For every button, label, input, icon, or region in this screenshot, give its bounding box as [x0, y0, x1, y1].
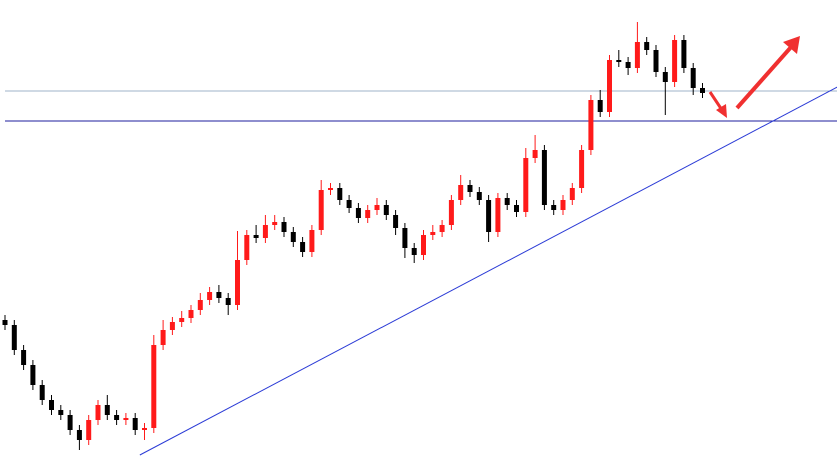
candle-body: [421, 235, 426, 255]
annotation-arrows: [708, 36, 800, 118]
candle-body: [86, 420, 92, 440]
candle-body: [188, 310, 194, 318]
candle-body: [104, 405, 110, 415]
candle-body: [30, 365, 36, 385]
candle-body: [160, 330, 166, 345]
candle-body: [616, 60, 622, 62]
candle-body: [690, 68, 696, 88]
candle-body: [569, 188, 575, 200]
candle-body: [300, 242, 306, 252]
candle-body: [504, 198, 510, 205]
candle-body: [58, 410, 64, 415]
candle-body: [393, 215, 399, 228]
candle-body: [207, 292, 213, 300]
candle-body: [179, 318, 185, 322]
candle-body: [21, 350, 27, 365]
candle-body: [700, 88, 705, 93]
candle-body: [541, 150, 547, 205]
candle-body: [328, 188, 333, 190]
candle-body: [2, 320, 8, 325]
arrow-head: [716, 104, 727, 118]
candle-body: [253, 235, 259, 238]
plot: [2, 22, 837, 456]
candle-body: [95, 405, 101, 420]
candle-body: [355, 208, 361, 218]
candle-body: [672, 40, 678, 82]
candle-body: [486, 200, 492, 232]
candle-body: [235, 260, 240, 305]
candle-body: [402, 228, 408, 248]
candle-body: [653, 50, 659, 72]
candle-body: [346, 200, 352, 208]
candle-body: [114, 415, 120, 420]
candle-body: [132, 418, 138, 430]
candle-body: [411, 248, 417, 255]
candle-body: [169, 322, 175, 330]
candle-body: [337, 188, 343, 200]
candle-body: [532, 150, 538, 158]
candle-body: [495, 198, 501, 232]
candle-body: [49, 400, 54, 410]
candle-body: [514, 205, 519, 212]
candle-body: [318, 190, 324, 230]
candle-body: [11, 325, 17, 350]
arrow-down: [708, 91, 724, 111]
candle-body: [374, 205, 380, 210]
candle-body: [476, 192, 482, 200]
candle-body: [281, 222, 287, 232]
candle-body: [272, 222, 278, 225]
candle-body: [151, 345, 157, 428]
candle-body: [607, 60, 612, 112]
candle-body: [588, 100, 594, 150]
arrow-up: [735, 44, 794, 110]
candle-body: [662, 72, 668, 82]
candle-body: [467, 185, 473, 192]
candle-body: [365, 210, 371, 218]
candle-body: [216, 292, 222, 298]
candle-body: [579, 150, 585, 188]
candle-body: [142, 428, 147, 430]
candle-body: [123, 418, 129, 420]
candle-body: [309, 230, 315, 252]
candle-body: [197, 300, 203, 310]
arrow-head: [783, 36, 800, 54]
candle-body: [430, 232, 436, 235]
candle-body: [523, 158, 529, 212]
candle-body: [262, 225, 268, 238]
candle-body: [560, 200, 566, 210]
candle-body: [448, 200, 454, 225]
candle-body: [439, 225, 445, 232]
candle-body: [76, 430, 82, 440]
candle-body: [625, 62, 631, 68]
candle-body: [290, 232, 296, 242]
candle-body: [458, 185, 464, 200]
candle-body: [39, 385, 45, 400]
candle-body: [225, 298, 231, 305]
candle-body: [383, 205, 389, 215]
candle-body: [551, 205, 557, 210]
candle-body: [67, 415, 73, 430]
candle-body: [644, 42, 650, 50]
candle-body: [244, 235, 250, 260]
candle-body: [681, 40, 687, 68]
candle-body: [634, 42, 640, 68]
trend-line: [139, 86, 837, 456]
candle-body: [597, 100, 603, 112]
